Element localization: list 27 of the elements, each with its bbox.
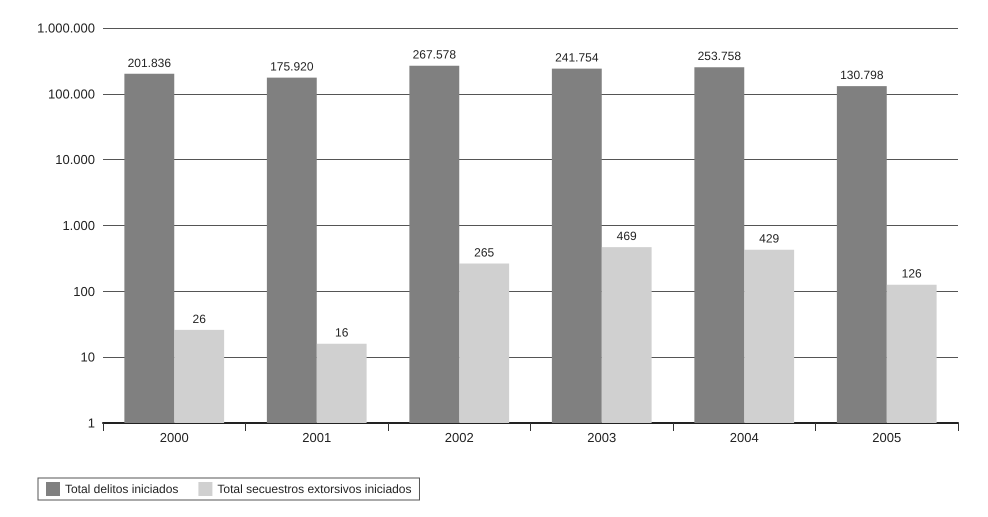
y-tick-label: 1.000 xyxy=(62,218,95,233)
y-tick-label: 10.000 xyxy=(55,152,95,168)
data-label: 429 xyxy=(759,232,780,246)
x-tick-label: 2005 xyxy=(872,430,902,445)
y-tick-label: 1.000.000 xyxy=(37,20,95,36)
legend-label: Total secuestros extorsivos iniciados xyxy=(217,482,412,496)
data-label: 267.578 xyxy=(412,48,456,62)
data-label: 126 xyxy=(902,266,922,281)
data-label: 201.836 xyxy=(128,56,172,70)
data-label: 26 xyxy=(192,312,206,326)
data-label: 265 xyxy=(474,245,495,260)
data-label: 241.754 xyxy=(555,50,599,65)
x-tick-label: 2003 xyxy=(587,430,616,445)
y-tick-label: 10 xyxy=(80,350,95,365)
x-tick-label: 2001 xyxy=(302,430,332,445)
x-tick-label: 2004 xyxy=(730,430,759,445)
legend-label: Total delitos iniciados xyxy=(65,482,178,496)
x-tick-label: 2000 xyxy=(160,430,189,445)
data-label: 175.920 xyxy=(270,60,314,74)
data-label: 130.798 xyxy=(840,68,884,82)
data-label: 253.758 xyxy=(698,49,742,64)
y-tick-label: 100 xyxy=(73,284,95,299)
data-label: 469 xyxy=(616,229,638,244)
y-tick-label: 1 xyxy=(88,416,95,430)
x-tick-label: 2002 xyxy=(444,430,474,445)
data-label: 16 xyxy=(335,326,349,340)
y-tick-label: 100.000 xyxy=(48,86,95,102)
